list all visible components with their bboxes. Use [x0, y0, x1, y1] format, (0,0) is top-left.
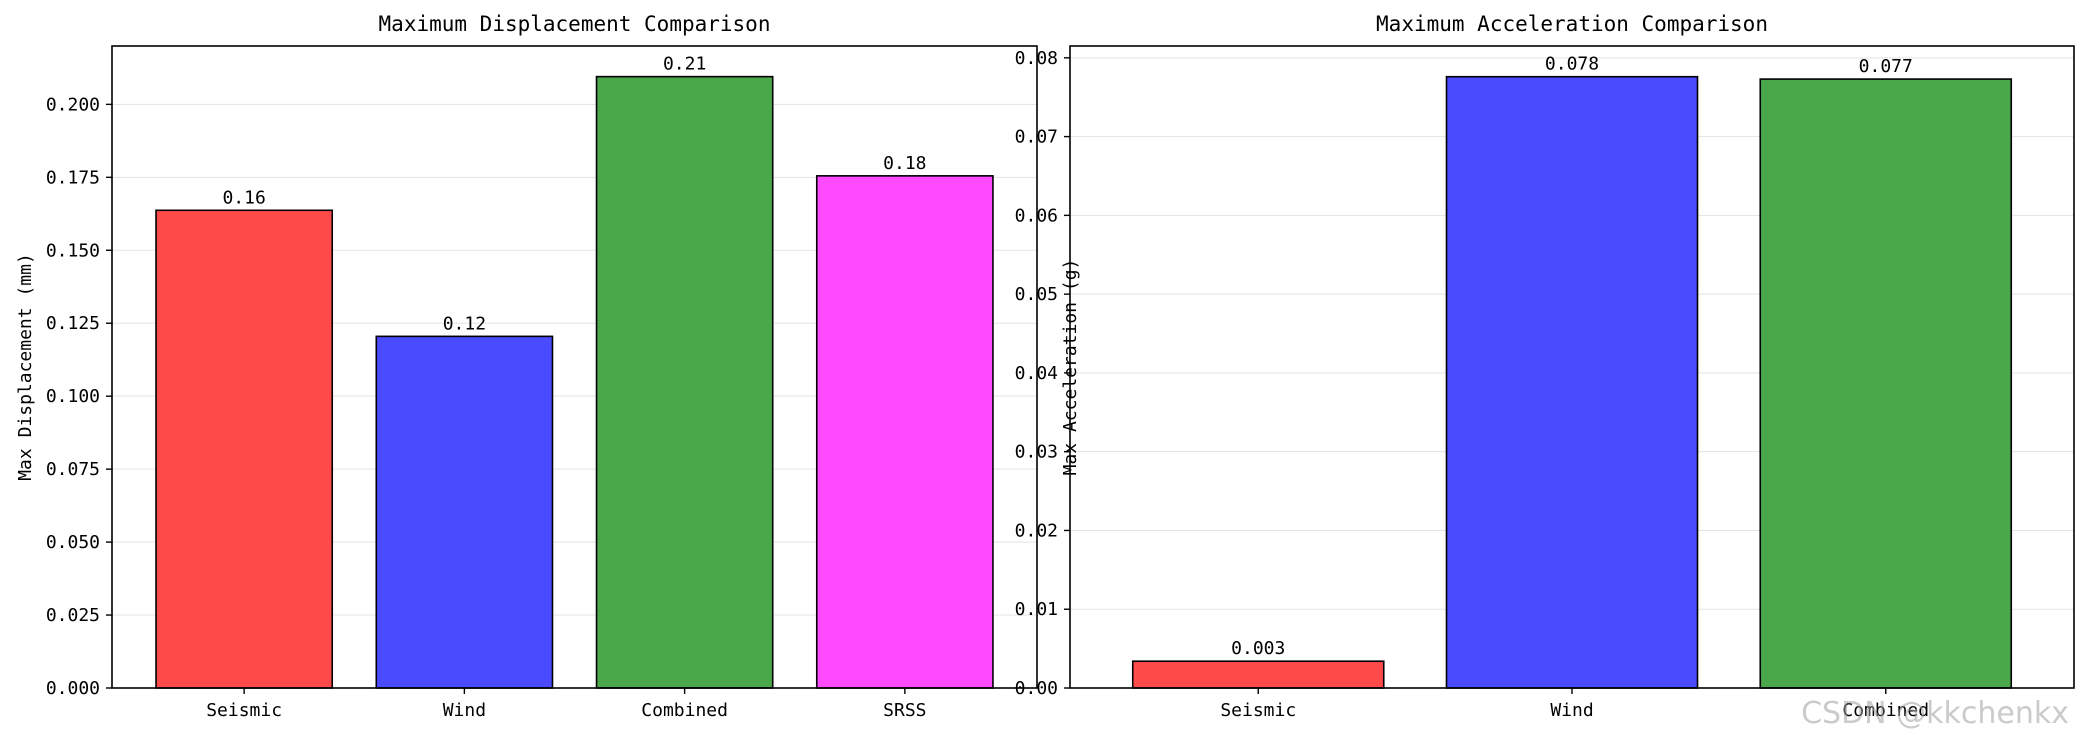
y-tick-label-7: 0.07 — [1015, 127, 1058, 148]
y-tick-label-6: 0.150 — [46, 240, 100, 261]
x-tick-label-combined: Combined — [1842, 700, 1929, 721]
y-tick-label-4: 0.100 — [46, 386, 100, 407]
y-tick-label-5: 0.05 — [1015, 284, 1058, 305]
y-tick-label-3: 0.03 — [1015, 442, 1058, 463]
y-tick-label-0: 0.000 — [46, 678, 100, 699]
y-axis-label: Max Acceleration (g) — [1060, 259, 1081, 476]
y-tick-label-4: 0.04 — [1015, 363, 1058, 384]
y-tick-label-1: 0.025 — [46, 605, 100, 626]
value-label-wind: 0.12 — [443, 313, 486, 334]
value-label-seismic: 0.16 — [222, 187, 265, 208]
x-tick-label-seismic: Seismic — [1220, 700, 1296, 721]
value-label-seismic: 0.003 — [1231, 638, 1285, 659]
y-tick-label-3: 0.075 — [46, 459, 100, 480]
bar-wind — [1445, 75, 1699, 689]
value-label-combined: 0.21 — [663, 54, 706, 75]
bar-seismic — [1131, 660, 1385, 689]
chart-title: Maximum Acceleration Comparison — [1376, 12, 1768, 36]
chart-title: Maximum Displacement Comparison — [379, 12, 771, 36]
y-tick-label-1: 0.01 — [1015, 599, 1058, 620]
csdn-watermark: CSDN @kkchenkx — [1801, 696, 2069, 731]
y-tick-label-7: 0.175 — [46, 167, 100, 188]
x-tick-label-combined: Combined — [641, 700, 728, 721]
y-tick-label-8: 0.200 — [46, 94, 100, 115]
y-tick-label-6: 0.06 — [1015, 205, 1058, 226]
x-tick-label-srss: SRSS — [883, 700, 926, 721]
y-tick-label-5: 0.125 — [46, 313, 100, 334]
value-label-combined: 0.077 — [1859, 56, 1913, 77]
value-label-wind: 0.078 — [1545, 54, 1599, 75]
bar-combined — [595, 75, 774, 689]
x-tick-label-seismic: Seismic — [206, 700, 282, 721]
displacement-chart: 0.16 0.12 0.21 0.18 0.000 0.025 0.050 0.075 0.10… — [15, 12, 1038, 721]
y-tick-label-8: 0.08 — [1015, 48, 1058, 69]
bar-combined — [1759, 78, 2013, 689]
x-tick-label-wind: Wind — [443, 700, 486, 721]
bar-seismic — [155, 209, 334, 689]
value-label-srss: 0.18 — [883, 153, 926, 174]
x-tick-label-wind: Wind — [1550, 700, 1593, 721]
y-tick-label-2: 0.050 — [46, 532, 100, 553]
plot-frame — [111, 45, 1038, 689]
acceleration-chart: 0.003 0.078 0.077 0.00 0.01 0.02 0.03 0.04 0.05 0… — [1015, 12, 2075, 721]
y-axis-label: Max Displacement (mm) — [15, 253, 36, 481]
bar-srss — [815, 175, 994, 689]
y-tick-label-2: 0.02 — [1015, 520, 1058, 541]
y-tick-label-0: 0.00 — [1015, 678, 1058, 699]
bar-wind — [375, 335, 554, 689]
